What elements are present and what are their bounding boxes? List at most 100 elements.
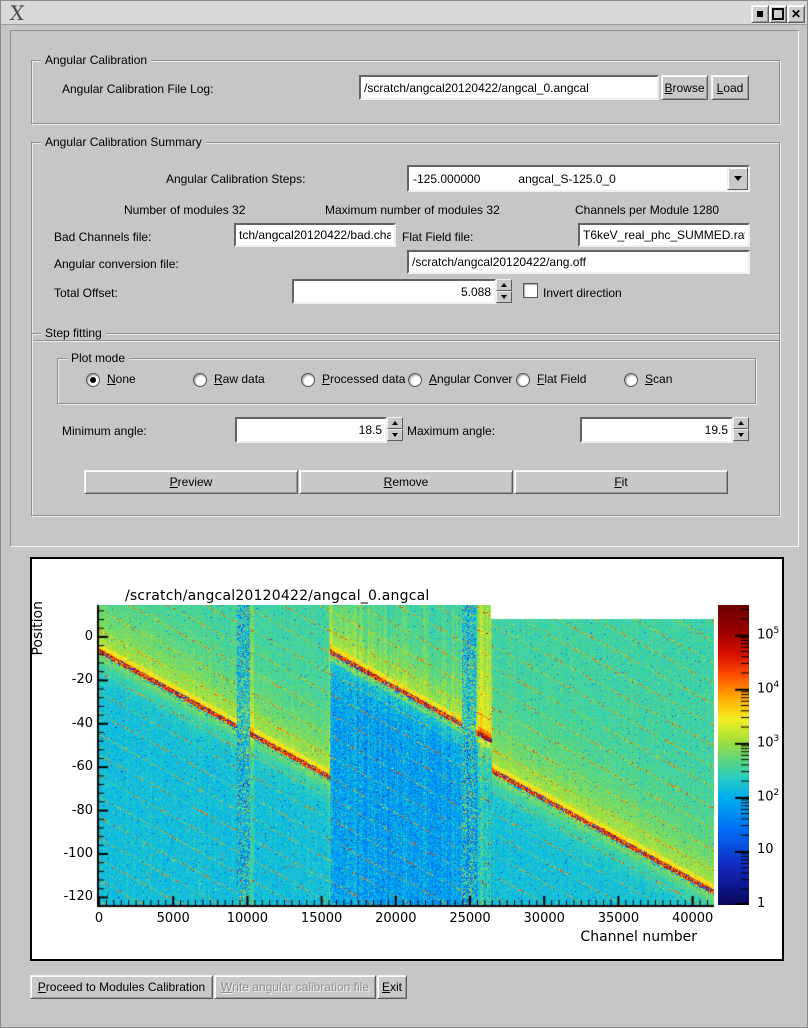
arrow-down-icon xyxy=(738,433,744,437)
steps-combobox-arrow-button[interactable] xyxy=(727,167,748,190)
radio-angular-conversion-label: Angular Conver xyxy=(429,372,513,386)
spin-up-button[interactable] xyxy=(733,417,749,429)
maximize-button[interactable] xyxy=(769,5,787,23)
y-tick-label: -120 xyxy=(63,889,93,905)
y-tick-label: -60 xyxy=(71,759,93,775)
minimum-angle-label: Minimum angle: xyxy=(62,424,147,438)
flat-field-label: Flat Field file: xyxy=(402,230,474,244)
radio-icon[interactable] xyxy=(624,373,638,387)
spin-down-button[interactable] xyxy=(496,291,512,303)
colorbar-tick-label: 103 xyxy=(757,733,780,751)
invert-direction-checkbox[interactable] xyxy=(523,283,538,298)
spin-up-button[interactable] xyxy=(387,417,403,429)
minimum-angle-input[interactable] xyxy=(235,417,387,443)
group-angular-calibration-title: Angular Calibration xyxy=(41,53,152,67)
colorbar-canvas xyxy=(718,605,749,905)
radio-processed-data-label: Processed data xyxy=(322,372,406,386)
total-offset-label: Total Offset: xyxy=(54,286,118,300)
arrow-up-icon xyxy=(392,421,398,425)
maximum-angle-spinner xyxy=(733,417,749,441)
arrow-up-icon xyxy=(501,283,507,287)
group-summary-title: Angular Calibration Summary xyxy=(41,135,206,149)
x-tick-label: 5000 xyxy=(156,911,190,926)
controls-panel: Angular Calibration Angular Calibration … xyxy=(10,30,799,547)
spin-down-button[interactable] xyxy=(387,429,403,441)
steps-value: -125.000000 xyxy=(413,171,481,186)
y-tick-label: -100 xyxy=(63,845,93,861)
spin-up-button[interactable] xyxy=(496,279,512,291)
minimize-icon xyxy=(757,11,763,17)
radio-none-label: None xyxy=(107,372,136,386)
invert-direction-label: Invert direction xyxy=(543,286,622,300)
angular-conversion-label: Angular conversion file: xyxy=(54,257,179,271)
x-tick-label: 25000 xyxy=(449,911,491,926)
x-tick-label: 0 xyxy=(94,911,104,926)
group-angular-calibration: Angular Calibration Angular Calibration … xyxy=(31,53,780,124)
steps-name: angcal_S-125.0_0 xyxy=(518,171,616,186)
colorbar-tick-label: 104 xyxy=(757,679,780,697)
total-offset-input[interactable] xyxy=(292,279,496,304)
total-offset-spinner xyxy=(496,279,512,303)
radio-raw-data-label: Raw data xyxy=(214,372,265,386)
radio-icon[interactable] xyxy=(301,373,315,387)
group-plot-mode-title: Plot mode xyxy=(67,351,130,365)
group-plot-mode: Plot mode None Raw data Processed data A… xyxy=(57,351,756,404)
flat-field-input[interactable] xyxy=(578,223,750,247)
bad-channels-input[interactable] xyxy=(234,223,396,247)
arrow-down-icon xyxy=(392,433,398,437)
radio-icon[interactable] xyxy=(516,373,530,387)
file-log-input[interactable] xyxy=(359,75,659,100)
minimize-button[interactable] xyxy=(751,5,769,23)
colorbar-tick-label: 102 xyxy=(757,787,780,805)
bad-channels-label: Bad Channels file: xyxy=(54,230,152,244)
minimum-angle-spinner xyxy=(387,417,403,441)
arrow-down-icon xyxy=(501,295,507,299)
x-tick-label: 10000 xyxy=(226,911,269,926)
maximum-angle-input[interactable] xyxy=(580,417,733,443)
angular-conversion-input[interactable] xyxy=(407,250,750,274)
colorbar-tick-label: 105 xyxy=(757,625,780,643)
y-tick-label: 0 xyxy=(84,628,93,644)
radio-icon[interactable] xyxy=(86,373,100,387)
heatmap-canvas[interactable] xyxy=(99,605,714,905)
steps-label: Angular Calibration Steps: xyxy=(166,172,306,186)
file-log-label: Angular Calibration File Log: xyxy=(62,82,214,96)
radio-icon[interactable] xyxy=(193,373,207,387)
spin-down-button[interactable] xyxy=(733,429,749,441)
group-summary: Angular Calibration Summary Angular Cali… xyxy=(31,135,780,341)
x-tick-label: 20000 xyxy=(375,911,417,926)
colorbar-tick-label: 10 xyxy=(757,841,774,857)
y-tick-label: -20 xyxy=(71,672,93,688)
chevron-down-icon xyxy=(733,176,742,181)
close-icon: ✕ xyxy=(790,7,802,21)
plot-canvas-panel: /scratch/angcal20120422/angcal_0.angcal … xyxy=(30,557,784,961)
group-step-fitting: Step fitting Plot mode None Raw data Pro… xyxy=(31,326,780,516)
close-button[interactable]: ✕ xyxy=(787,5,805,23)
arrow-up-icon xyxy=(738,421,744,425)
radio-flat-field-label: Flat Field xyxy=(537,372,587,386)
x11-app-icon: X xyxy=(8,1,26,25)
plot-title: /scratch/angcal20120422/angcal_0.angcal xyxy=(125,588,430,604)
titlebar[interactable]: X ✕ xyxy=(1,1,807,25)
x-tick-label: 35000 xyxy=(597,911,640,926)
maximum-angle-label: Maximum angle: xyxy=(407,424,496,438)
radio-scan-label: Scan xyxy=(645,372,673,386)
colorbar-tick-label: 1 xyxy=(757,896,766,911)
x-tick-label: 30000 xyxy=(523,911,565,926)
y-tick-label: -40 xyxy=(71,715,93,731)
channels-per-module-text: Channels per Module 1280 xyxy=(575,203,720,217)
group-step-fitting-title: Step fitting xyxy=(41,326,106,340)
radio-icon[interactable] xyxy=(408,373,422,387)
steps-combobox[interactable]: -125.000000 angcal_S-125.0_0 xyxy=(407,165,750,192)
maximize-icon xyxy=(772,8,784,20)
x-axis-label: Channel number xyxy=(580,929,697,945)
